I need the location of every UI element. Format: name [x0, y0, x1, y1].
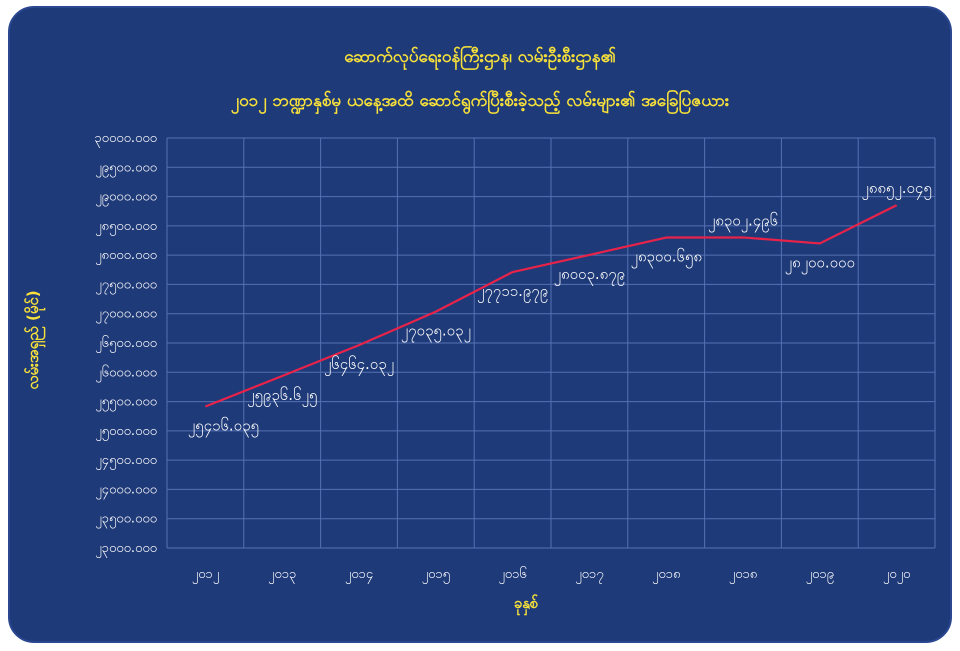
y-tick-label: ၂၅၅၀၀.၀၀၀: [95, 395, 157, 412]
data-label: ၂၇၇၁၁.၉၇၉: [477, 282, 548, 303]
data-label: ၂၅၉၃၆.၆၂၅: [247, 386, 317, 407]
y-tick-label: ၂၅၀၀၀.၀၀၀: [95, 424, 157, 441]
y-tick-label: ၂၄၅၀၀.၀၀၀: [95, 453, 157, 470]
y-tick-label: ၂၉၀၀၀.၀၀၀: [95, 190, 157, 207]
data-label: ၂၅၄၁၆.၀၃၅: [188, 416, 259, 437]
y-tick-labels: ၂၃၀၀၀.၀၀၀ ၂၃၅၀၀.၀၀၀ ၂၄၀၀၀.၀၀၀ ၂၄၅၀၀.၀၀၀ ၂၅၀၀…: [94, 131, 157, 558]
series-line-layer: [204, 204, 898, 408]
y-tick-label: ၂၇၀၀၀.၀၀၀: [95, 307, 157, 324]
data-label: ၂၈၂၀၀.၀၀၀: [785, 253, 855, 274]
data-label: ၂၈၈၅၂.၀၄၅: [861, 179, 931, 200]
series-line: [204, 204, 898, 408]
x-tick-label: ၂၀၁၈: [729, 567, 757, 584]
data-label: ၂၈၃၀၂.၄၉၆: [708, 211, 778, 232]
y-tick-label: ၂၉၅၀၀.၀၀၀: [95, 160, 157, 177]
x-tick-label: ၂၀၁၂: [192, 567, 219, 584]
data-label: ၂၇၀၃၅.၀၃၂: [401, 322, 471, 343]
y-tick-label: ၂၃၅၀၀.၀၀၀: [95, 512, 157, 529]
y-axis-label: လမ်းအရှည် (မိုင်): [23, 290, 46, 389]
y-tick-label: ၂၄၀၀၀.၀၀၀: [95, 482, 157, 499]
x-tick-label: ၂၀၁၃: [268, 567, 296, 584]
y-tick-label: ၂၈၀၀၀.၀၀၀: [95, 248, 157, 265]
data-labels: ၂၅၄၁၆.၀၃၅ ၂၅၉၃၆.၆၂၅ ၂၆၄၆၄.၀၃၂ ၂၇၀၃၅.၀၃၂ ၂၇၇၁…: [188, 179, 932, 437]
x-axis-label: ခုနှစ်: [514, 593, 539, 616]
x-tick-label: ၂၀၁၅: [422, 567, 450, 584]
data-label: ၂၈၀၀၃.၈၇၉: [554, 265, 625, 286]
chart-title: ဆောက်လုပ်ရေးဝန်ကြီးဌာန၊ လမ်းဦးစီးဌာန၏: [344, 47, 616, 67]
x-tick-label: ၂၀၁၈: [652, 567, 680, 584]
y-tick-label: ၂၆၀၀၀.၀၀၀: [95, 364, 157, 382]
y-tick-label: ၂၇၅၀၀.၀၀၀: [95, 277, 157, 294]
x-tick-label: ၂၀၁၉: [806, 567, 834, 584]
x-tick-label: ၂၀၁၇: [575, 567, 603, 584]
x-tick-label: ၂၀၂၀: [883, 567, 910, 584]
x-tick-label: ၂၀၁၄: [345, 567, 374, 584]
data-label: ၂၆၄၆၄.၀၃၂: [324, 355, 394, 376]
data-label: ၂၈၃၀၀.၆၅၈: [630, 248, 701, 269]
chart-frame: [8, 6, 952, 643]
grid-layer: [166, 137, 936, 549]
y-tick-label: ၂၃၀၀၀.၀၀၀: [95, 541, 157, 558]
y-tick-label: ၃၀၀၀၀.၀၀၀: [94, 131, 157, 148]
chart-subtitle: ၂၀၁၂ ဘဏ္ဍာနှစ်မှ ယနေ့အထိ ဆောင်ရွက်ပြီးစီ…: [230, 91, 730, 111]
y-tick-label: ၂၈၅၀၀.၀၀၀: [95, 219, 157, 236]
x-tick-label: ၂၀၁၆: [498, 566, 526, 584]
y-tick-label: ၂၆၅၀၀.၀၀၀: [95, 335, 157, 353]
x-tick-labels: ၂၀၁၂ ၂၀၁၃ ၂၀၁၄ ၂၀၁၅ ၂၀၁၆ ၂၀၁၇ ၂၀၁၈ ၂၀၁၈ ၂၀၁၉ ၂၀၂၀: [192, 566, 911, 584]
